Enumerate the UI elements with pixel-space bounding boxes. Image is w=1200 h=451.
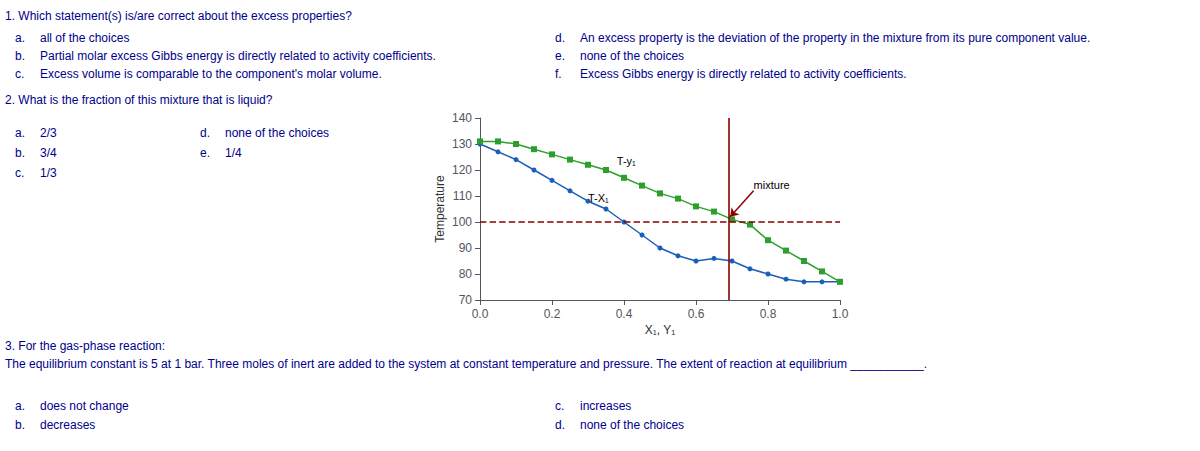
svg-text:110: 110 bbox=[453, 189, 472, 203]
svg-text:f.: f. bbox=[555, 67, 562, 81]
svg-text:none of the choices: none of the choices bbox=[580, 49, 684, 63]
svg-text:b.: b. bbox=[15, 49, 25, 63]
svg-text:none of the choices: none of the choices bbox=[580, 418, 684, 432]
svg-text:d.: d. bbox=[555, 418, 565, 432]
svg-text:120: 120 bbox=[452, 163, 472, 177]
svg-text:2/3: 2/3 bbox=[40, 126, 57, 140]
svg-text:3/4: 3/4 bbox=[40, 146, 57, 160]
svg-text:2. What is the fraction of thi: 2. What is the fraction of this mixture … bbox=[5, 93, 273, 107]
svg-text:d.: d. bbox=[555, 31, 565, 45]
svg-text:T-X₁: T-X₁ bbox=[588, 192, 609, 204]
svg-text:130: 130 bbox=[452, 137, 472, 151]
svg-text:An excess property is the devi: An excess property is the deviation of t… bbox=[580, 31, 1090, 45]
svg-text:e.: e. bbox=[200, 146, 210, 160]
svg-text:d.: d. bbox=[200, 126, 210, 140]
svg-text:T-y₁: T-y₁ bbox=[617, 155, 636, 167]
svg-text:0.6: 0.6 bbox=[688, 307, 705, 321]
svg-text:all of the choices: all of the choices bbox=[40, 31, 129, 45]
svg-text:Temperature: Temperature bbox=[433, 175, 447, 243]
svg-text:80: 80 bbox=[459, 267, 473, 281]
svg-text:Partial molar excess Gibbs ene: Partial molar excess Gibbs energy is dir… bbox=[40, 49, 436, 63]
svg-text:none of the choices: none of the choices bbox=[225, 126, 329, 140]
svg-text:100: 100 bbox=[452, 215, 472, 229]
svg-text:c.: c. bbox=[15, 166, 24, 180]
svg-text:1. Which statement(s) is/are c: 1. Which statement(s) is/are correct abo… bbox=[5, 9, 352, 23]
svg-text:increases: increases bbox=[580, 399, 631, 413]
svg-text:b.: b. bbox=[15, 146, 25, 160]
svg-text:3. For the gas-phase reaction:: 3. For the gas-phase reaction: bbox=[5, 339, 165, 353]
svg-text:Excess volume is comparable to: Excess volume is comparable to the compo… bbox=[40, 67, 382, 81]
svg-text:140: 140 bbox=[452, 111, 472, 125]
svg-text:a.: a. bbox=[15, 399, 25, 413]
svg-text:0.8: 0.8 bbox=[760, 307, 777, 321]
svg-text:X₁, Y₁: X₁, Y₁ bbox=[645, 323, 676, 337]
svg-text:b.: b. bbox=[15, 418, 25, 432]
svg-text:0.4: 0.4 bbox=[616, 307, 633, 321]
svg-text:70: 70 bbox=[459, 293, 473, 307]
svg-text:The equilibrium constant is 5: The equilibrium constant is 5 at 1 bar. … bbox=[5, 357, 927, 371]
svg-text:a.: a. bbox=[15, 31, 25, 45]
svg-text:1/4: 1/4 bbox=[225, 146, 242, 160]
svg-text:1/3: 1/3 bbox=[40, 166, 57, 180]
svg-text:1.0: 1.0 bbox=[832, 307, 849, 321]
svg-text:mixture: mixture bbox=[754, 179, 790, 191]
svg-text:e.: e. bbox=[555, 49, 565, 63]
svg-text:90: 90 bbox=[459, 241, 473, 255]
svg-text:does not change: does not change bbox=[40, 399, 129, 413]
svg-text:c.: c. bbox=[15, 67, 24, 81]
svg-text:decreases: decreases bbox=[40, 418, 95, 432]
svg-text:Excess Gibbs energy is directl: Excess Gibbs energy is directly related … bbox=[580, 67, 907, 81]
svg-text:0.0: 0.0 bbox=[472, 307, 489, 321]
svg-text:c.: c. bbox=[555, 399, 564, 413]
svg-text:a.: a. bbox=[15, 126, 25, 140]
svg-text:0.2: 0.2 bbox=[544, 307, 561, 321]
